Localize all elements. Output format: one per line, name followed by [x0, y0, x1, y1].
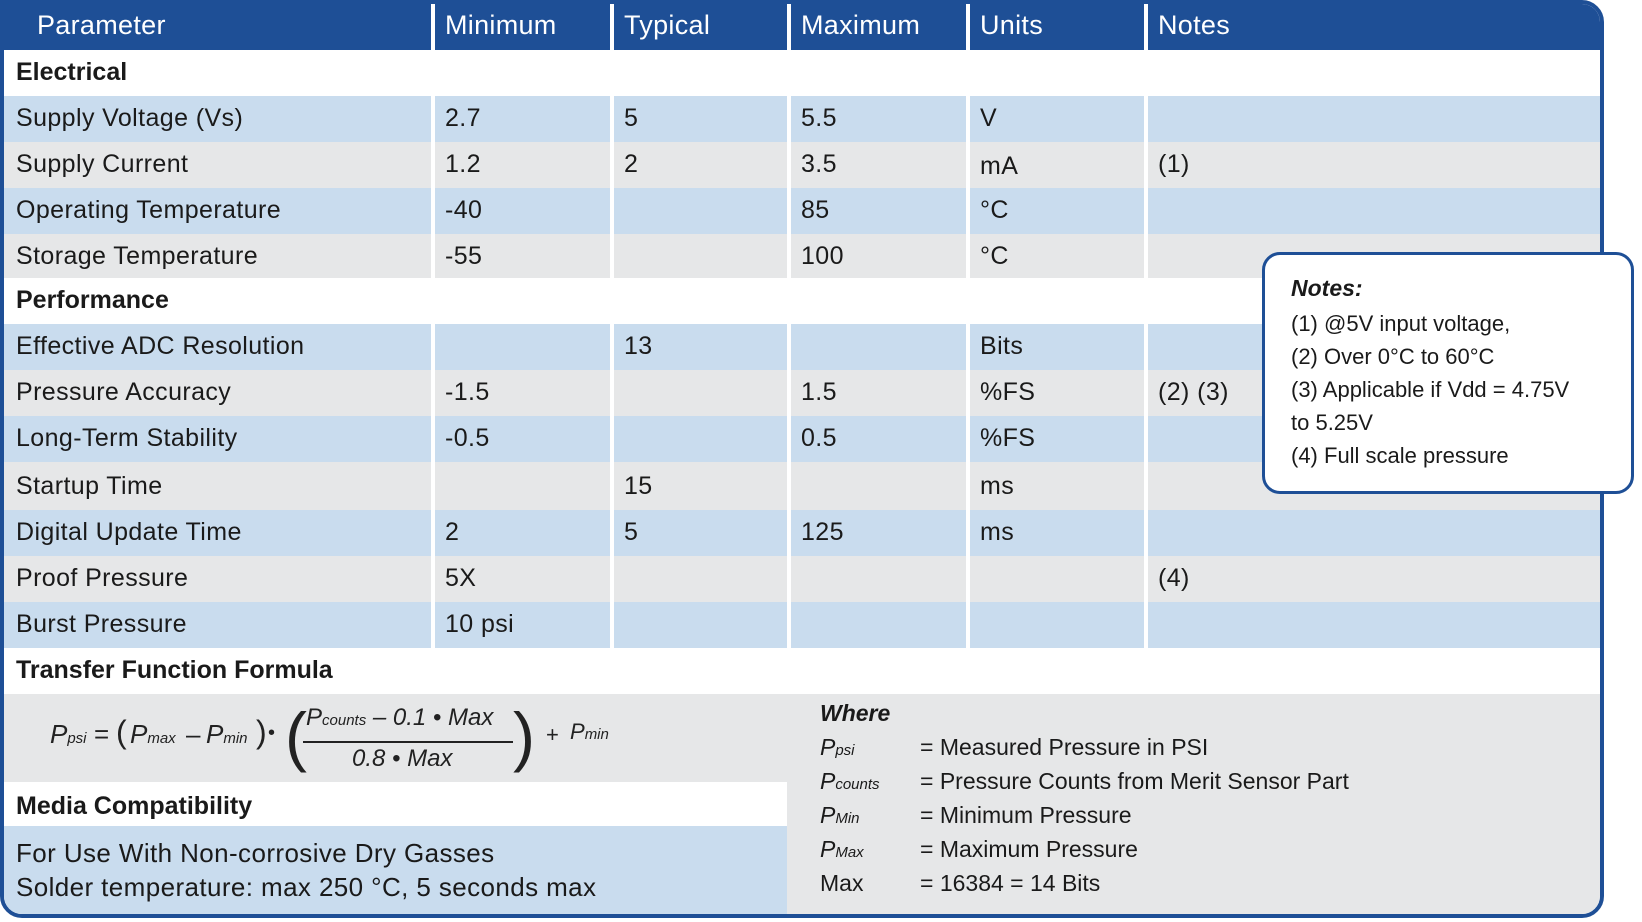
section-performance-label: Performance	[16, 286, 169, 314]
param-cell: Operating Temperature	[16, 196, 282, 224]
note-line: to 5.25V	[1291, 410, 1373, 435]
param-cell: Startup Time	[16, 472, 163, 500]
where-def: = Pressure Counts from Merit Sensor Part	[920, 768, 1349, 794]
media-line: Solder temperature: max 250 °C, 5 second…	[16, 872, 597, 902]
param-cell: Supply Current	[16, 150, 189, 178]
media-panel	[4, 826, 787, 914]
note-line: (3) Applicable if Vdd = 4.75V	[1291, 377, 1570, 402]
header-minimum: Minimum	[445, 10, 557, 40]
header-parameter: Parameter	[37, 10, 166, 40]
param-cell: Effective ADC Resolution	[16, 332, 305, 360]
table-header	[4, 4, 1600, 50]
max-cell: 125	[801, 518, 844, 546]
notes-callout: Notes: (1) @5V input voltage, (2) Over 0…	[1262, 252, 1634, 494]
big-paren-open: (	[285, 699, 307, 773]
where-var: PMin	[820, 802, 860, 828]
param-cell: Digital Update Time	[16, 518, 242, 546]
note-line: (1) @5V input voltage,	[1291, 311, 1511, 336]
where-var: Max	[820, 870, 864, 896]
min-cell: 1.2	[445, 150, 481, 178]
units-cell: %FS	[980, 378, 1036, 406]
fraction-bar	[303, 741, 513, 743]
media-line: For Use With Non-corrosive Dry Gasses	[16, 838, 495, 868]
where-def: = Minimum Pressure	[920, 802, 1132, 828]
section-transfer-function: Transfer Function Formula	[16, 656, 333, 684]
units-cell: %FS	[980, 424, 1036, 452]
typ-cell: 5	[624, 518, 639, 546]
units-cell: ms	[980, 472, 1015, 500]
typ-cell: 5	[624, 104, 639, 132]
units-cell: V	[980, 104, 998, 132]
spec-table: Parameter Minimum Typical Maximum Units …	[0, 0, 1604, 918]
column-divider	[431, 4, 435, 648]
where-def: = 16384 = 14 Bits	[920, 870, 1101, 896]
where-var: Ppsi	[820, 734, 855, 760]
header-units: Units	[980, 10, 1044, 40]
table-row	[4, 96, 1600, 142]
column-divider	[610, 4, 614, 648]
where-title: Where	[820, 700, 891, 726]
header-notes: Notes	[1158, 10, 1231, 40]
units-cell: Bits	[980, 332, 1024, 360]
section-media-compatibility: Media Compatibility	[16, 792, 253, 820]
big-paren-close: )	[513, 699, 535, 773]
notes-cell: (4)	[1158, 564, 1190, 592]
column-divider	[787, 4, 791, 648]
section-band	[4, 50, 1600, 96]
table-row	[4, 602, 1600, 648]
where-var: PMax	[820, 836, 864, 862]
param-cell: Supply Voltage (Vs)	[16, 104, 244, 132]
max-cell: 0.5	[801, 424, 837, 452]
units-cell: °C	[980, 196, 1009, 224]
units-cell: mA	[980, 152, 1019, 180]
media-band	[4, 782, 787, 826]
min-cell: 2	[445, 518, 460, 546]
max-cell: 85	[801, 196, 830, 224]
notes-cell: (1)	[1158, 150, 1190, 178]
max-cell: 5.5	[801, 104, 837, 132]
table-row	[4, 188, 1600, 234]
table-row	[4, 142, 1600, 188]
min-cell: -0.5	[445, 424, 490, 452]
max-cell: 100	[801, 242, 844, 270]
typ-cell: 15	[624, 472, 653, 500]
table-row	[4, 510, 1600, 556]
where-def: = Measured Pressure in PSI	[920, 734, 1209, 760]
note-line: (4) Full scale pressure	[1291, 443, 1509, 468]
param-cell: Burst Pressure	[16, 610, 187, 638]
units-cell: ms	[980, 518, 1015, 546]
min-cell: -55	[445, 242, 483, 270]
header-maximum: Maximum	[801, 10, 921, 40]
param-cell: Proof Pressure	[16, 564, 189, 592]
typ-cell: 13	[624, 332, 653, 360]
min-cell: 2.7	[445, 104, 481, 132]
header-typical: Typical	[624, 10, 711, 40]
min-cell: -40	[445, 196, 483, 224]
typ-cell: 2	[624, 150, 639, 178]
min-cell: -1.5	[445, 378, 490, 406]
max-cell: 1.5	[801, 378, 837, 406]
section-electrical-label: Electrical	[16, 58, 128, 86]
param-cell: Long-Term Stability	[16, 424, 238, 452]
table-row	[4, 556, 1600, 602]
param-cell: Pressure Accuracy	[16, 378, 232, 406]
note-line: (2) Over 0°C to 60°C	[1291, 344, 1495, 369]
where-def: = Maximum Pressure	[920, 836, 1138, 862]
units-cell: °C	[980, 242, 1009, 270]
notes-title: Notes:	[1291, 275, 1363, 301]
param-cell: Storage Temperature	[16, 242, 258, 270]
notes-cell: (2) (3)	[1158, 378, 1229, 406]
min-cell: 10 psi	[445, 610, 515, 638]
column-divider	[1144, 4, 1148, 648]
max-cell: 3.5	[801, 150, 837, 178]
where-var: Pcounts	[820, 768, 880, 794]
column-divider	[966, 4, 970, 648]
min-cell: 5X	[445, 564, 477, 592]
